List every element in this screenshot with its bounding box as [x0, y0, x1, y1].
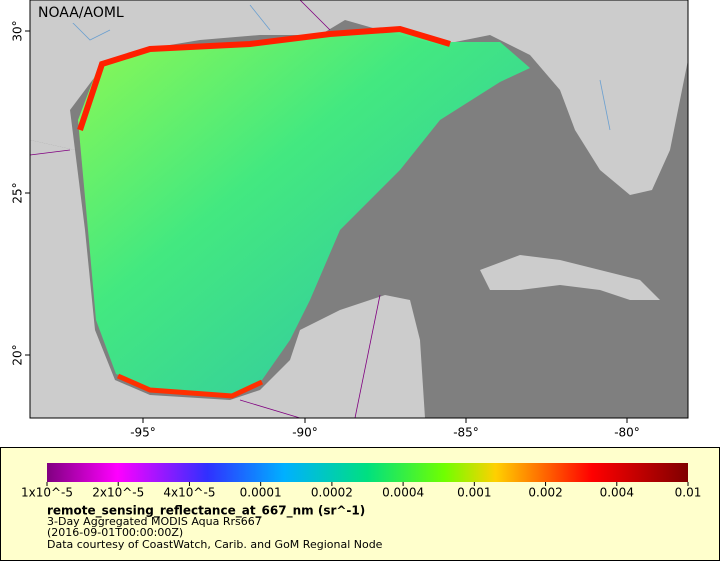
borders: [29, 0, 381, 419]
axes: 30° 25° 20° -95° -90° -85° -80°: [11, 20, 640, 439]
colorbar-label: 0.01: [675, 486, 702, 500]
title-box: [34, 3, 114, 23]
legend-dataset: 3-Day Aggregated MODIS Aqua Rrs667: [47, 515, 262, 528]
lon-label: -95°: [130, 426, 156, 440]
lon-label: -80°: [614, 426, 640, 440]
colorbar-label: 0.002: [528, 486, 562, 500]
map: NOAA/AOML: [29, 0, 689, 419]
colorbar-label: 0.004: [600, 486, 634, 500]
colorbar-labels: 1x10^-5 2x10^-5 4x10^-5 0.0001 0.0002 0.0004 0…: [21, 482, 701, 500]
map-title: NOAA/AOML: [38, 5, 124, 21]
land-mexico: [30, 140, 425, 418]
legend-time: (2016-09-01T00:00:00Z): [47, 526, 183, 539]
colorbar-label: 4x10^-5: [163, 486, 215, 500]
colorbar-label: 0.0004: [382, 486, 424, 500]
lon-label: -85°: [453, 426, 479, 440]
land-cuba: [480, 255, 660, 300]
lon-label: -90°: [292, 426, 318, 440]
colorbar-label: 0.001: [457, 486, 491, 500]
lat-label: 20°: [11, 344, 25, 365]
colorbar-label: 1x10^-5: [21, 486, 73, 500]
coastal-high-reflectance: [77, 25, 451, 131]
colorbar-label: 0.0002: [311, 486, 353, 500]
coastal-high-reflectance: [116, 373, 264, 399]
land-north: [30, 0, 688, 195]
reflectance-field: [78, 27, 530, 394]
legend-variable: remote_sensing_reflectance_at_667_nm (sr…: [47, 504, 365, 519]
lat-label: 30°: [11, 20, 25, 41]
colorbar-label: 0.0001: [240, 486, 282, 500]
map-frame: [29, 0, 689, 419]
colorbar-label: 2x10^-5: [92, 486, 144, 500]
lat-label: 25°: [11, 182, 25, 203]
colorbar: [47, 463, 688, 482]
legend-credit: Data courtesy of CoastWatch, Carib. and …: [47, 538, 383, 551]
